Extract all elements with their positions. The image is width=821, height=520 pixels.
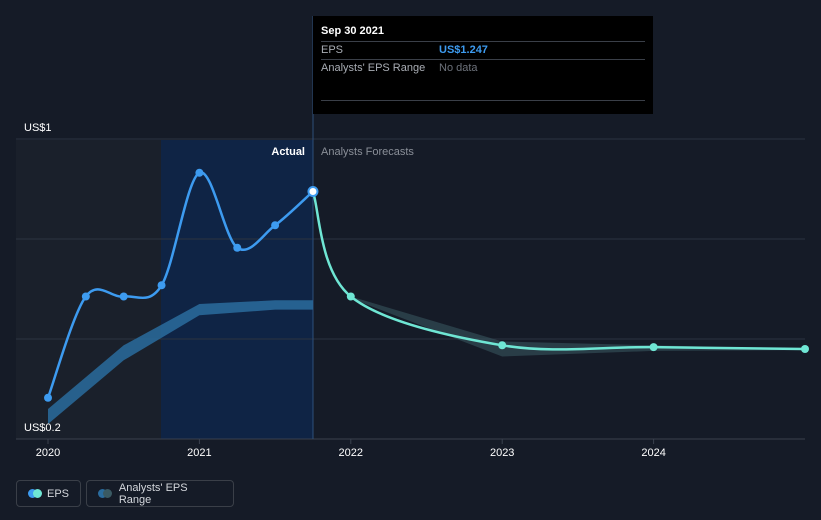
x-tick-label: 2020 [36, 447, 60, 459]
forecast-eps-point[interactable] [346, 292, 355, 301]
y-tick-label-bottom: US$0.2 [24, 422, 61, 434]
actual-eps-point[interactable] [271, 221, 280, 230]
forecast-eps-point[interactable] [498, 341, 507, 350]
y-tick-label-top: US$1 [24, 122, 52, 134]
forecast-label: Analysts Forecasts [321, 146, 414, 158]
legend-eps-label: EPS [46, 487, 69, 500]
x-tick-label: 2024 [641, 447, 665, 459]
actual-eps-point[interactable] [81, 292, 90, 301]
tooltip-eps-row: EPS US$1.247 [321, 41, 645, 59]
forecast-eps-point[interactable] [649, 343, 658, 352]
tooltip-date: Sep 30 2021 [321, 25, 384, 37]
tooltip-range-label: Analysts' EPS Range [321, 62, 426, 74]
actual-eps-point[interactable] [233, 243, 242, 252]
x-tick-label: 2022 [339, 447, 363, 459]
tooltip-range-value: No data [439, 62, 478, 74]
actual-highlight [161, 140, 313, 439]
grid-lines [16, 138, 805, 440]
legend-eps[interactable]: EPS [16, 480, 81, 507]
x-axis: 2020 2021 2022 2023 2024 [36, 439, 666, 459]
forecast-range-band [350, 296, 805, 357]
past-shade [16, 140, 161, 439]
actual-label: Actual [271, 146, 305, 158]
eps-points [44, 168, 809, 402]
tooltip: Sep 30 2021 EPS US$1.247 Analysts' EPS R… [313, 16, 653, 114]
tooltip-range-row: Analysts' EPS Range No data [321, 59, 645, 101]
actual-eps-point[interactable] [195, 168, 204, 177]
actual-eps-point[interactable] [157, 281, 166, 290]
eps-swatch-icon [28, 489, 42, 498]
actual-range-band [48, 300, 313, 424]
forecast-eps-line [311, 191, 806, 351]
actual-eps-point[interactable] [44, 393, 52, 402]
range-bands [48, 296, 805, 424]
tooltip-eps-value: US$1.247 [439, 44, 488, 56]
x-tick-label: 2021 [187, 447, 211, 459]
x-tick-label: 2023 [490, 447, 514, 459]
legend-range[interactable]: Analysts' EPS Range [86, 480, 234, 507]
tooltip-eps-label: EPS [321, 44, 344, 56]
actual-eps-point[interactable] [307, 186, 319, 197]
actual-eps-point[interactable] [119, 292, 128, 301]
range-swatch-icon [98, 489, 112, 498]
legend-range-label: Analysts' EPS Range [118, 481, 188, 506]
forecast-eps-point[interactable] [801, 345, 809, 353]
